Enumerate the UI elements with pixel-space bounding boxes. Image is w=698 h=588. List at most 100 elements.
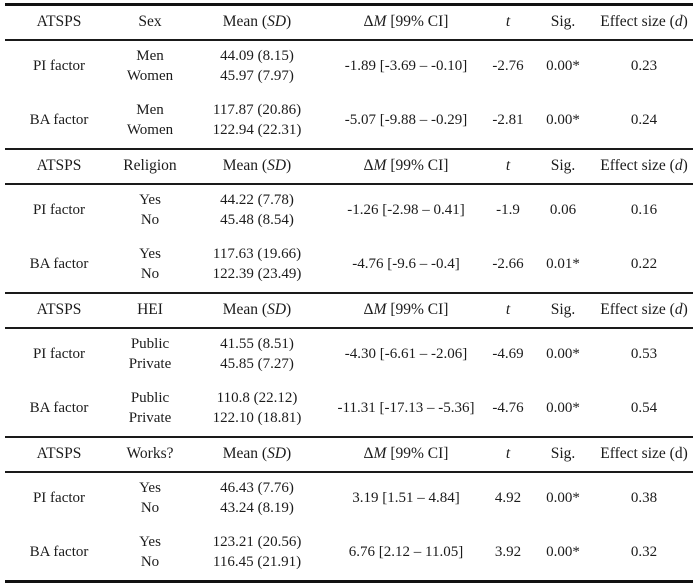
mean-label-sd-italic: SD: [267, 301, 287, 318]
table-row-sex-ba: BA factor Men Women 117.87 (20.86) 122.94 …: [5, 93, 693, 149]
mean-cell: 117.87 (20.86) 122.94 (22.31): [187, 93, 327, 149]
header-atsps-label: ATSPS: [36, 301, 82, 318]
header-mean-sd: Mean (SD): [187, 292, 327, 329]
factor-cell: PI factor: [32, 58, 86, 74]
effect-label-post: ): [682, 13, 688, 30]
effect-label-post: ): [682, 301, 688, 318]
group-cell: Public Private: [113, 328, 187, 381]
effect-label-pre: Effect size (: [600, 157, 675, 174]
mean-line-2: 116.45 (21.91): [212, 554, 302, 570]
effect-cell: 0.23: [630, 58, 658, 74]
delta-ci-cell: -1.89 [-3.69 – -0.10]: [344, 58, 468, 74]
header-t: t: [485, 3, 531, 41]
mean-line-2: 45.97 (7.97): [220, 68, 294, 84]
t-cell: 3.92: [485, 525, 531, 583]
effect-cell: 0.32: [595, 525, 693, 583]
mean-line-2: 45.48 (8.54): [220, 212, 294, 228]
group-line-1: Yes: [139, 246, 161, 262]
mean-line-2: 122.94 (22.31): [212, 122, 302, 138]
header-effect-size: Effect size (d): [595, 436, 693, 473]
group-line-2: Private: [128, 356, 172, 372]
header-sig: Sig.: [531, 436, 595, 473]
header-sig: Sig.: [531, 148, 595, 185]
effect-cell: 0.24: [630, 112, 658, 128]
sig-cell: 0.00*: [546, 490, 580, 506]
group-line-2: No: [140, 266, 160, 282]
sig-label: Sig.: [550, 445, 576, 462]
mean-line-1: 117.63 (19.66): [212, 246, 302, 262]
section-header-row-works: ATSPS Works? Mean (SD) ΔM [99% CI] t Sig…: [5, 436, 693, 473]
header-effect-size: Effect size (d): [595, 292, 693, 329]
group-cell: Public Private: [113, 381, 187, 437]
header-group-sex: Sex: [113, 3, 187, 41]
mean-label-post: ): [286, 13, 292, 30]
effect-label-post: ): [682, 445, 688, 462]
effect-label-d-italic: d: [674, 13, 683, 30]
t-cell: -2.76: [492, 58, 524, 74]
dm-label-delta: Δ: [363, 301, 374, 318]
group-cell: Yes No: [113, 525, 187, 583]
header-atsps: ATSPS: [5, 292, 113, 329]
t-cell: 4.92: [494, 490, 522, 506]
effect-label-d-roman: d: [674, 445, 683, 462]
header-group-label: Religion: [123, 157, 177, 174]
group-line-1: Yes: [139, 192, 161, 208]
mean-cell: 41.55 (8.51) 45.85 (7.27): [187, 328, 327, 381]
delta-ci-cell: -11.31 [-17.13 – -5.36]: [337, 400, 475, 416]
mean-line-2: 122.10 (18.81): [212, 410, 302, 426]
group-line-1: Yes: [139, 480, 161, 496]
header-delta-m-ci: ΔM [99% CI]: [327, 292, 485, 329]
sig-label: Sig.: [550, 13, 576, 30]
mean-cell: 117.63 (19.66) 122.39 (23.49): [187, 237, 327, 293]
header-atsps: ATSPS: [5, 148, 113, 185]
effect-label-d-italic: d: [674, 301, 683, 318]
mean-label-post: ): [286, 157, 292, 174]
effect-cell: 0.16: [630, 202, 658, 218]
header-mean-sd: Mean (SD): [187, 436, 327, 473]
section-header-row-religion: ATSPS Religion Mean (SD) ΔM [99% CI] t S…: [5, 148, 693, 185]
sig-cell: 0.00*: [546, 400, 580, 416]
header-delta-m-ci: ΔM [99% CI]: [327, 436, 485, 473]
dm-label-m-italic: M: [373, 445, 387, 462]
table-row-religion-pi: PI factor Yes No 44.22 (7.78) 45.48 (8.54)…: [5, 184, 693, 237]
dm-label-m-italic: M: [373, 157, 387, 174]
header-group-hei: HEI: [113, 292, 187, 329]
factor-cell: PI factor: [32, 202, 86, 218]
mean-cell: 44.22 (7.78) 45.48 (8.54): [187, 184, 327, 237]
effect-label-post: ): [682, 157, 688, 174]
t-label-italic: t: [505, 301, 511, 318]
mean-line-1: 44.09 (8.15): [220, 48, 294, 64]
header-t: t: [485, 292, 531, 329]
factor-cell: PI factor: [32, 346, 86, 362]
mean-label-pre: Mean (: [222, 13, 268, 30]
mean-label-sd-italic: SD: [267, 157, 287, 174]
dm-label-m-italic: M: [373, 13, 387, 30]
header-atsps-label: ATSPS: [36, 445, 82, 462]
dm-label-post: [99% CI]: [386, 445, 449, 462]
factor-cell: PI factor: [32, 490, 86, 506]
factor-cell: BA factor: [29, 112, 89, 128]
factor-cell: BA factor: [5, 525, 113, 583]
delta-ci-cell: -5.07 [-9.88 – -0.29]: [344, 112, 468, 128]
sig-label: Sig.: [550, 301, 576, 318]
group-line-1: Public: [130, 336, 170, 352]
header-effect-size: Effect size (d): [595, 3, 693, 41]
delta-ci-cell: -4.30 [-6.61 – -2.06]: [344, 346, 468, 362]
effect-cell: 0.54: [630, 400, 658, 416]
table-row-religion-ba: BA factor Yes No 117.63 (19.66) 122.39 (23…: [5, 237, 693, 293]
header-t: t: [485, 148, 531, 185]
group-line-2: No: [140, 554, 160, 570]
group-cell: Yes No: [113, 184, 187, 237]
t-label-italic: t: [505, 13, 511, 30]
header-atsps: ATSPS: [5, 3, 113, 41]
t-cell: -4.69: [492, 346, 524, 362]
factor-cell: BA factor: [29, 400, 89, 416]
header-sig: Sig.: [531, 292, 595, 329]
effect-label-pre: Effect size (: [600, 301, 675, 318]
sig-cell: 0.01*: [546, 256, 580, 272]
mean-label-pre: Mean (: [222, 301, 268, 318]
header-atsps-label: ATSPS: [36, 157, 82, 174]
sig-cell: 0.00*: [531, 525, 595, 583]
header-group-label: HEI: [137, 301, 163, 318]
dm-label-m-italic: M: [373, 301, 387, 318]
